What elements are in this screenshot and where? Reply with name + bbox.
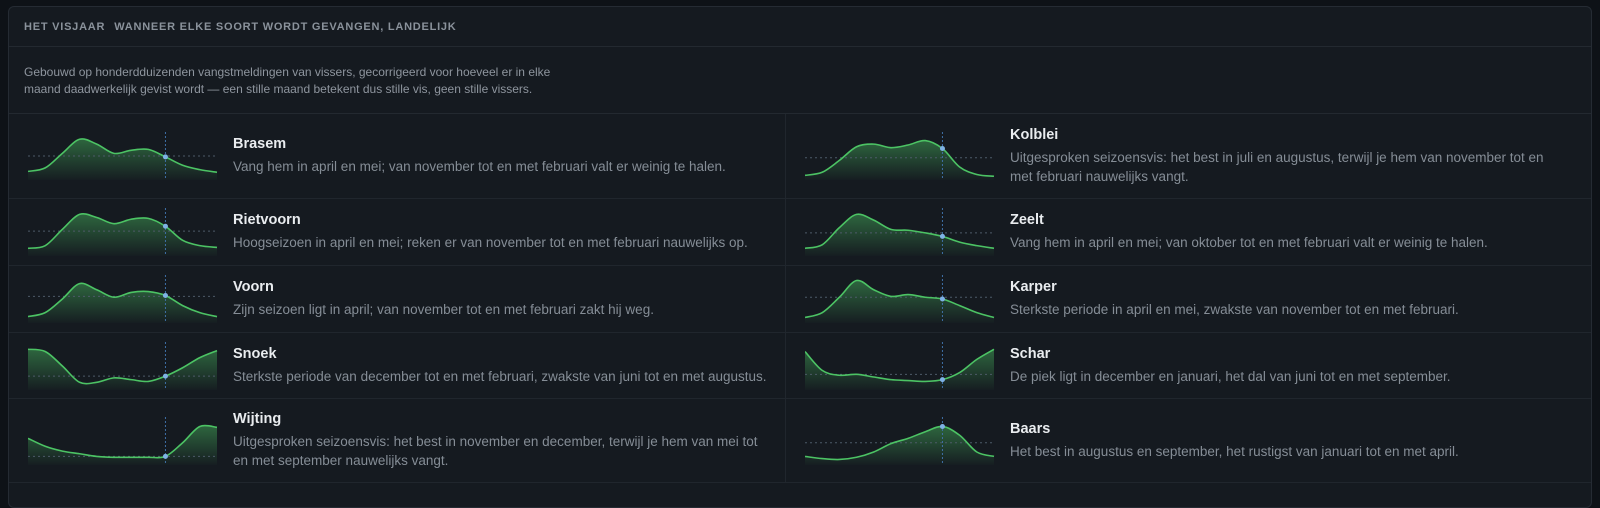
- title: HET VISJAAR: [24, 20, 106, 33]
- species-cell: Baars Het best in augustus en september, …: [786, 399, 1591, 483]
- current-month-dot: [939, 146, 945, 152]
- species-cell: Brasem Vang hem in april en mei; van nove…: [9, 114, 786, 199]
- panel: HET VISJAAR WANNEER ELKE SOORT WORDT GEV…: [8, 6, 1592, 508]
- species-description: Uitgesproken seizoensvis: het best in ju…: [1010, 149, 1544, 184]
- species-description: Hoogseizoen in april en mei; reken er va…: [233, 235, 748, 250]
- species-cell: Zeelt Vang hem in april en mei; van oktob…: [786, 199, 1591, 266]
- area-fill: [805, 425, 994, 465]
- current-month-dot: [939, 423, 945, 429]
- species-description: Uitgesproken seizoensvis: het best in no…: [233, 434, 758, 468]
- species-cell: Schar De piek ligt in december en januari…: [786, 333, 1591, 399]
- species-description: Het best in augustus en september, het r…: [1010, 443, 1459, 459]
- species-description: Vang hem in april en mei; van november t…: [233, 159, 726, 174]
- species-text: Brasem Vang hem in april en mei; van nove…: [233, 136, 773, 176]
- species-text: Zeelt Vang hem in april en mei; van oktob…: [1010, 212, 1550, 252]
- species-text: Voorn Zijn seizoen ligt in april; van nov…: [233, 279, 773, 319]
- sparkline: [28, 341, 218, 390]
- line: [28, 213, 218, 250]
- area-fill: [28, 348, 217, 390]
- species-cell: Rietvoorn Hoogseizoen in april en mei; re…: [9, 199, 786, 266]
- subtitle: WANNEER ELKE SOORT WORDT GEVANGEN, LANDE…: [114, 20, 457, 33]
- species-name: Voorn: [233, 279, 274, 295]
- species-text: Snoek Sterkste periode van december tot e…: [233, 346, 773, 386]
- sparkline: [805, 341, 995, 390]
- area-fill: [805, 214, 994, 256]
- area-fill: [28, 138, 217, 180]
- species-text: Baars Het best in augustus en september, …: [1010, 421, 1550, 461]
- area-fill: [28, 283, 217, 323]
- species-text: Schar De piek ligt in december en januari…: [1010, 346, 1550, 386]
- species-name: Snoek: [233, 345, 277, 362]
- line: [805, 279, 995, 319]
- sparkline: [28, 275, 218, 323]
- species-text: Rietvoorn Hoogseizoen in april en mei; re…: [233, 212, 773, 252]
- current-month-dot: [939, 296, 945, 302]
- species-description: Sterkste periode in april en mei, zwakst…: [1010, 302, 1459, 317]
- line: [805, 425, 995, 460]
- species-cell: Voorn Zijn seizoen ligt in april; van nov…: [9, 266, 786, 333]
- species-text: Kolblei Uitgesproken seizoensvis: het bes…: [1010, 127, 1550, 186]
- species-name: Brasem: [233, 136, 287, 152]
- current-month-dot: [939, 233, 945, 239]
- species-name: Baars: [1010, 420, 1051, 437]
- line: [28, 347, 218, 384]
- sparkline: [805, 416, 995, 465]
- line: [805, 139, 995, 178]
- header: HET VISJAAR WANNEER ELKE SOORT WORDT GEV…: [9, 7, 1591, 47]
- intro: Gebouwd op honderdduizenden vangstmeldin…: [9, 47, 1591, 114]
- species-description: De piek ligt in december en januari, het…: [1010, 368, 1451, 384]
- current-month-dot: [939, 376, 945, 382]
- area-fill: [805, 280, 994, 323]
- line: [28, 282, 218, 318]
- sparkline: [805, 208, 995, 256]
- intro-text: Gebouwd op honderdduizenden vangstmeldin…: [24, 65, 551, 96]
- current-month-dot: [162, 453, 168, 459]
- species-name: Schar: [1010, 345, 1051, 362]
- line: [28, 424, 218, 459]
- area-fill: [28, 425, 217, 465]
- species-description: Sterkste periode van december tot en met…: [233, 368, 767, 384]
- current-month-dot: [162, 223, 168, 229]
- species-name: Wijting: [233, 411, 282, 427]
- sparkline: [28, 208, 218, 256]
- current-month-dot: [162, 373, 168, 379]
- species-text: Karper Sterkste periode in april en mei, …: [1010, 279, 1550, 319]
- species-cell: Wijting Uitgesproken seizoensvis: het bes…: [9, 399, 786, 483]
- species-cell: Snoek Sterkste periode van december tot e…: [9, 333, 786, 399]
- sparkline: [28, 132, 218, 180]
- area-fill: [28, 213, 217, 256]
- species-cell: Kolblei Uitgesproken seizoensvis: het bes…: [786, 114, 1591, 199]
- species-name: Karper: [1010, 279, 1057, 295]
- species-grid: Brasem Vang hem in april en mei; van nove…: [9, 114, 1591, 483]
- current-month-dot: [162, 292, 168, 298]
- sparkline: [805, 275, 995, 323]
- line: [805, 348, 995, 382]
- line: [28, 138, 218, 174]
- line: [805, 213, 995, 250]
- species-cell: Karper Sterkste periode in april en mei, …: [786, 266, 1591, 333]
- species-name: Zeelt: [1010, 212, 1044, 228]
- sparkline: [28, 416, 218, 465]
- species-description: Zijn seizoen ligt in april; van november…: [233, 302, 654, 317]
- species-text: Wijting Uitgesproken seizoensvis: het bes…: [233, 411, 773, 470]
- species-name: Rietvoorn: [233, 212, 301, 228]
- sparkline: [805, 132, 995, 180]
- species-name: Kolblei: [1010, 126, 1059, 143]
- area-fill: [805, 348, 994, 390]
- species-description: Vang hem in april en mei; van oktober to…: [1010, 235, 1488, 250]
- current-month-dot: [162, 154, 168, 160]
